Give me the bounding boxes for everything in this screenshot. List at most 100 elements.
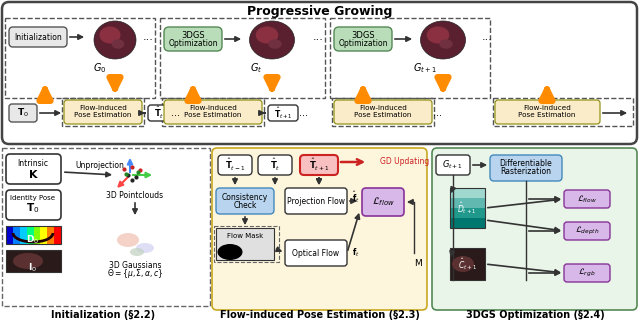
Text: Optimization: Optimization — [168, 38, 218, 48]
Bar — [6, 226, 61, 244]
FancyBboxPatch shape — [334, 27, 392, 51]
FancyBboxPatch shape — [564, 264, 610, 282]
Text: Flow-induced Pose Estimation (§2.3): Flow-induced Pose Estimation (§2.3) — [220, 310, 420, 320]
FancyBboxPatch shape — [64, 100, 142, 124]
Text: $\Theta = \{\mu, \Sigma, \alpha, c\}$: $\Theta = \{\mu, \Sigma, \alpha, c\}$ — [107, 266, 163, 279]
FancyBboxPatch shape — [148, 105, 170, 121]
Text: $G_t$: $G_t$ — [250, 61, 262, 75]
FancyBboxPatch shape — [212, 148, 427, 310]
Text: Initialization: Initialization — [14, 33, 62, 41]
Text: Identity Pose: Identity Pose — [10, 195, 56, 201]
FancyBboxPatch shape — [300, 155, 338, 175]
Text: $\mathcal{L}_{flow}$: $\mathcal{L}_{flow}$ — [577, 193, 597, 205]
Ellipse shape — [439, 39, 452, 49]
Bar — [40, 226, 47, 244]
Text: $\mathbf{I}_0$: $\mathbf{I}_0$ — [28, 262, 38, 274]
Ellipse shape — [13, 253, 43, 269]
Ellipse shape — [94, 21, 136, 59]
Text: $G_{t+1}$: $G_{t+1}$ — [413, 61, 437, 75]
Ellipse shape — [99, 26, 120, 44]
Text: Pose Estimation: Pose Estimation — [355, 112, 412, 118]
Text: Flow-induced: Flow-induced — [523, 105, 571, 111]
Text: $\mathbf{T}_0$: $\mathbf{T}_0$ — [17, 107, 29, 119]
FancyBboxPatch shape — [362, 188, 404, 216]
FancyBboxPatch shape — [164, 100, 262, 124]
Text: GD Updating: GD Updating — [380, 157, 429, 167]
Text: Optimization: Optimization — [339, 38, 388, 48]
Text: $\mathcal{L}_{flow}$: $\mathcal{L}_{flow}$ — [372, 196, 394, 208]
Text: 3DGS: 3DGS — [181, 31, 205, 39]
Bar — [33, 226, 40, 244]
Text: $G_{t+1}$: $G_{t+1}$ — [442, 159, 463, 171]
Text: Flow-induced: Flow-induced — [359, 105, 407, 111]
Text: $\hat{D}_{t+1}$: $\hat{D}_{t+1}$ — [457, 200, 477, 216]
Ellipse shape — [427, 26, 449, 44]
Bar — [214, 226, 279, 262]
FancyBboxPatch shape — [268, 105, 298, 121]
Bar — [6, 226, 13, 244]
Bar — [5, 18, 155, 98]
Text: Optical Flow: Optical Flow — [292, 248, 340, 258]
Text: Flow Mask: Flow Mask — [227, 233, 263, 239]
Text: $\mathbf{f}_t$: $\mathbf{f}_t$ — [352, 247, 360, 259]
Text: $\hat{\mathbf{T}}_t$: $\hat{\mathbf{T}}_t$ — [270, 157, 280, 173]
Ellipse shape — [130, 248, 144, 256]
Text: $\mathcal{L}_{rgb}$: $\mathcal{L}_{rgb}$ — [579, 267, 596, 279]
FancyBboxPatch shape — [564, 190, 610, 208]
Text: Progressive Growing: Progressive Growing — [247, 5, 393, 18]
Bar — [216, 228, 274, 260]
Bar — [493, 98, 633, 126]
Text: Flow-induced: Flow-induced — [189, 105, 237, 111]
Text: $\hat{\mathbf{T}}_{t+1}$: $\hat{\mathbf{T}}_{t+1}$ — [273, 105, 292, 121]
Text: Pose Estimation: Pose Estimation — [74, 112, 132, 118]
Text: $\hat{\mathbf{T}}_{t-1}$: $\hat{\mathbf{T}}_{t-1}$ — [225, 157, 245, 173]
Bar — [13, 226, 20, 244]
FancyBboxPatch shape — [6, 190, 61, 220]
Bar — [20, 226, 27, 244]
Ellipse shape — [268, 39, 282, 49]
Bar — [450, 248, 485, 280]
Text: Rasterization: Rasterization — [500, 168, 552, 176]
FancyBboxPatch shape — [564, 222, 610, 240]
Text: Pose Estimation: Pose Estimation — [518, 112, 576, 118]
FancyBboxPatch shape — [9, 104, 37, 122]
Text: Initialization (§2.2): Initialization (§2.2) — [51, 310, 155, 320]
FancyBboxPatch shape — [490, 155, 562, 181]
Text: Check: Check — [234, 201, 257, 211]
Ellipse shape — [256, 26, 278, 44]
Text: Consistency: Consistency — [222, 192, 268, 201]
Text: ...: ... — [143, 32, 154, 42]
Text: 3DGS: 3DGS — [351, 31, 375, 39]
Bar — [332, 98, 434, 126]
Text: $\hat{C}_{t+1}$: $\hat{C}_{t+1}$ — [458, 256, 476, 272]
Text: 3D Gaussians: 3D Gaussians — [109, 260, 161, 270]
Text: 3D Pointclouds: 3D Pointclouds — [106, 190, 164, 200]
Ellipse shape — [420, 21, 465, 59]
Text: M: M — [414, 259, 422, 268]
FancyBboxPatch shape — [432, 148, 637, 310]
Ellipse shape — [136, 243, 154, 253]
Bar — [2, 148, 210, 306]
Text: ...: ... — [172, 108, 180, 118]
Text: Differentiable: Differentiable — [500, 158, 552, 168]
FancyBboxPatch shape — [2, 2, 637, 144]
Bar — [62, 98, 144, 126]
Bar — [450, 218, 485, 228]
Ellipse shape — [250, 21, 294, 59]
FancyBboxPatch shape — [218, 155, 252, 175]
FancyBboxPatch shape — [164, 27, 222, 51]
Ellipse shape — [218, 244, 243, 260]
Bar — [450, 188, 485, 228]
Bar — [27, 226, 33, 244]
FancyBboxPatch shape — [9, 27, 67, 47]
Text: Intrinsic: Intrinsic — [17, 158, 49, 168]
Text: Projection Flow: Projection Flow — [287, 197, 345, 205]
FancyBboxPatch shape — [436, 155, 470, 175]
Text: $\mathbf{T}_0$: $\mathbf{T}_0$ — [26, 201, 40, 215]
Ellipse shape — [117, 233, 139, 247]
FancyBboxPatch shape — [216, 188, 274, 214]
Bar — [54, 226, 61, 244]
FancyBboxPatch shape — [334, 100, 432, 124]
FancyBboxPatch shape — [495, 100, 600, 124]
Text: Flow-induced: Flow-induced — [79, 105, 127, 111]
